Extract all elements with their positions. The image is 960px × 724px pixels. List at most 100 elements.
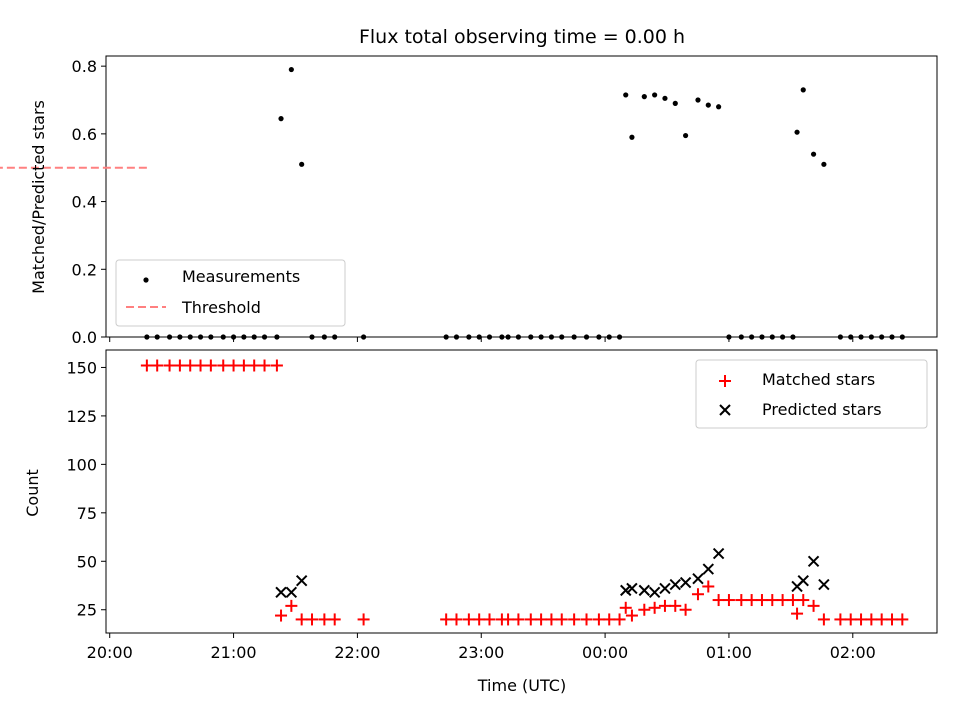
predicted-star-point bbox=[692, 573, 704, 585]
matched-star-point bbox=[648, 601, 661, 614]
measurement-point bbox=[515, 334, 522, 340]
x-tick-label: 00:00 bbox=[582, 643, 628, 662]
measurement-point bbox=[220, 334, 226, 340]
measurement-point bbox=[332, 334, 338, 340]
predicted-star-point bbox=[295, 574, 308, 587]
bottom-y-tick-label: 150 bbox=[66, 358, 97, 377]
measurement-points bbox=[144, 66, 905, 340]
measurement-point bbox=[623, 92, 629, 98]
matched-star-point bbox=[473, 613, 486, 626]
measurement-point bbox=[780, 334, 786, 340]
legend-marker-measurements bbox=[143, 277, 149, 283]
measurement-point bbox=[616, 334, 623, 340]
measurement-point bbox=[794, 129, 800, 135]
matched-star-point bbox=[625, 609, 638, 622]
measurement-point bbox=[187, 334, 193, 340]
legend-label-threshold: Threshold bbox=[181, 298, 261, 317]
measurement-point bbox=[800, 87, 806, 93]
measurement-point bbox=[299, 161, 305, 167]
matched-star-point bbox=[834, 613, 847, 626]
measurement-point bbox=[486, 334, 493, 340]
measurement-point bbox=[848, 334, 854, 340]
measurement-point bbox=[749, 334, 755, 340]
bottom-y-tick-label: 75 bbox=[77, 504, 97, 523]
bottom-legend-box bbox=[695, 359, 928, 429]
matched-star-point bbox=[817, 613, 830, 626]
matched-star-point bbox=[712, 594, 725, 607]
measurement-point bbox=[596, 334, 602, 340]
legend-marker-predicted bbox=[719, 404, 731, 416]
measurement-point bbox=[716, 104, 722, 110]
top-legend: Measurements Threshold bbox=[115, 259, 346, 327]
matched-star-point bbox=[638, 603, 651, 616]
measurement-point bbox=[629, 134, 635, 140]
x-axis-label: Time (UTC) bbox=[477, 676, 566, 695]
measurement-point bbox=[274, 334, 280, 340]
matched-star-point bbox=[679, 603, 692, 616]
predicted-star-point bbox=[620, 584, 632, 597]
matched-star-point bbox=[258, 359, 271, 372]
measurement-point bbox=[499, 334, 505, 340]
x-tick-label: 21:00 bbox=[211, 643, 257, 662]
matched-star-point bbox=[140, 359, 153, 372]
matched-star-point bbox=[745, 594, 758, 607]
measurement-point bbox=[571, 334, 577, 340]
matched-star-point bbox=[896, 613, 909, 626]
matched-star-point bbox=[450, 613, 463, 626]
bottom-axes-frame bbox=[105, 349, 938, 634]
matched-star-point bbox=[328, 613, 341, 626]
top-y-ticks: 0.0 0.2 0.4 0.6 0.8 bbox=[72, 57, 106, 347]
matched-star-point bbox=[535, 613, 548, 626]
measurement-point bbox=[443, 334, 449, 340]
x-tick-label: 22:00 bbox=[334, 643, 380, 662]
matched-star-point bbox=[512, 613, 525, 626]
measurement-point bbox=[790, 334, 796, 340]
matched-star-point bbox=[204, 359, 217, 372]
measurement-point bbox=[759, 334, 765, 340]
matched-star-point bbox=[502, 613, 515, 626]
matched-star-point bbox=[555, 613, 568, 626]
bottom-y-tick-label: 50 bbox=[77, 552, 97, 571]
matched-star-point bbox=[151, 359, 164, 372]
matched-star-point bbox=[786, 594, 799, 607]
chart-title: Flux total observing time = 0.00 h bbox=[359, 26, 685, 48]
matched-star-point bbox=[865, 613, 878, 626]
matched-star-point bbox=[844, 613, 857, 626]
matched-star-point bbox=[440, 613, 453, 626]
top-y-tick-label: 0.8 bbox=[72, 57, 97, 76]
measurement-point bbox=[505, 334, 511, 340]
predicted-star-point bbox=[797, 574, 809, 587]
predicted-star-point bbox=[275, 586, 287, 599]
top-axes-frame bbox=[105, 55, 938, 338]
bottom-y-tick-label: 125 bbox=[66, 407, 97, 426]
predicted-star-point bbox=[669, 578, 681, 591]
predicted-star-point bbox=[626, 582, 638, 595]
bottom-y-tick-label: 100 bbox=[66, 455, 97, 474]
matched-star-point bbox=[285, 599, 298, 612]
matched-star-point bbox=[807, 599, 820, 612]
matched-star-point bbox=[791, 607, 804, 620]
matched-star-point bbox=[483, 613, 496, 626]
matched-star-point bbox=[163, 359, 176, 372]
matched-star-point bbox=[173, 359, 186, 372]
measurement-point bbox=[208, 334, 214, 340]
measurement-point bbox=[453, 334, 460, 340]
measurement-point bbox=[705, 102, 711, 108]
matched-star-point bbox=[580, 613, 593, 626]
top-y-tick-label: 0.2 bbox=[72, 260, 97, 279]
predicted-star-point bbox=[712, 547, 725, 560]
predicted-star-point bbox=[807, 555, 820, 567]
bottom-y-ticks: 25 50 75 100 125 150 bbox=[66, 358, 106, 620]
measurement-point bbox=[261, 334, 268, 340]
matched-star-point bbox=[797, 594, 810, 607]
measurement-point bbox=[538, 334, 544, 340]
matched-star-point bbox=[568, 613, 581, 626]
matched-star-point bbox=[776, 594, 789, 607]
bottom-x-ticks: 20:00 21:00 22:00 23:00 00:00 01:00 02:00 bbox=[87, 633, 876, 662]
predicted-star-point bbox=[659, 582, 671, 595]
x-tick-label: 23:00 bbox=[458, 643, 504, 662]
top-y-tick-label: 0.6 bbox=[72, 125, 97, 144]
top-y-axis-label: Matched/Predicted stars bbox=[29, 100, 48, 294]
matched-star-point bbox=[735, 594, 748, 607]
